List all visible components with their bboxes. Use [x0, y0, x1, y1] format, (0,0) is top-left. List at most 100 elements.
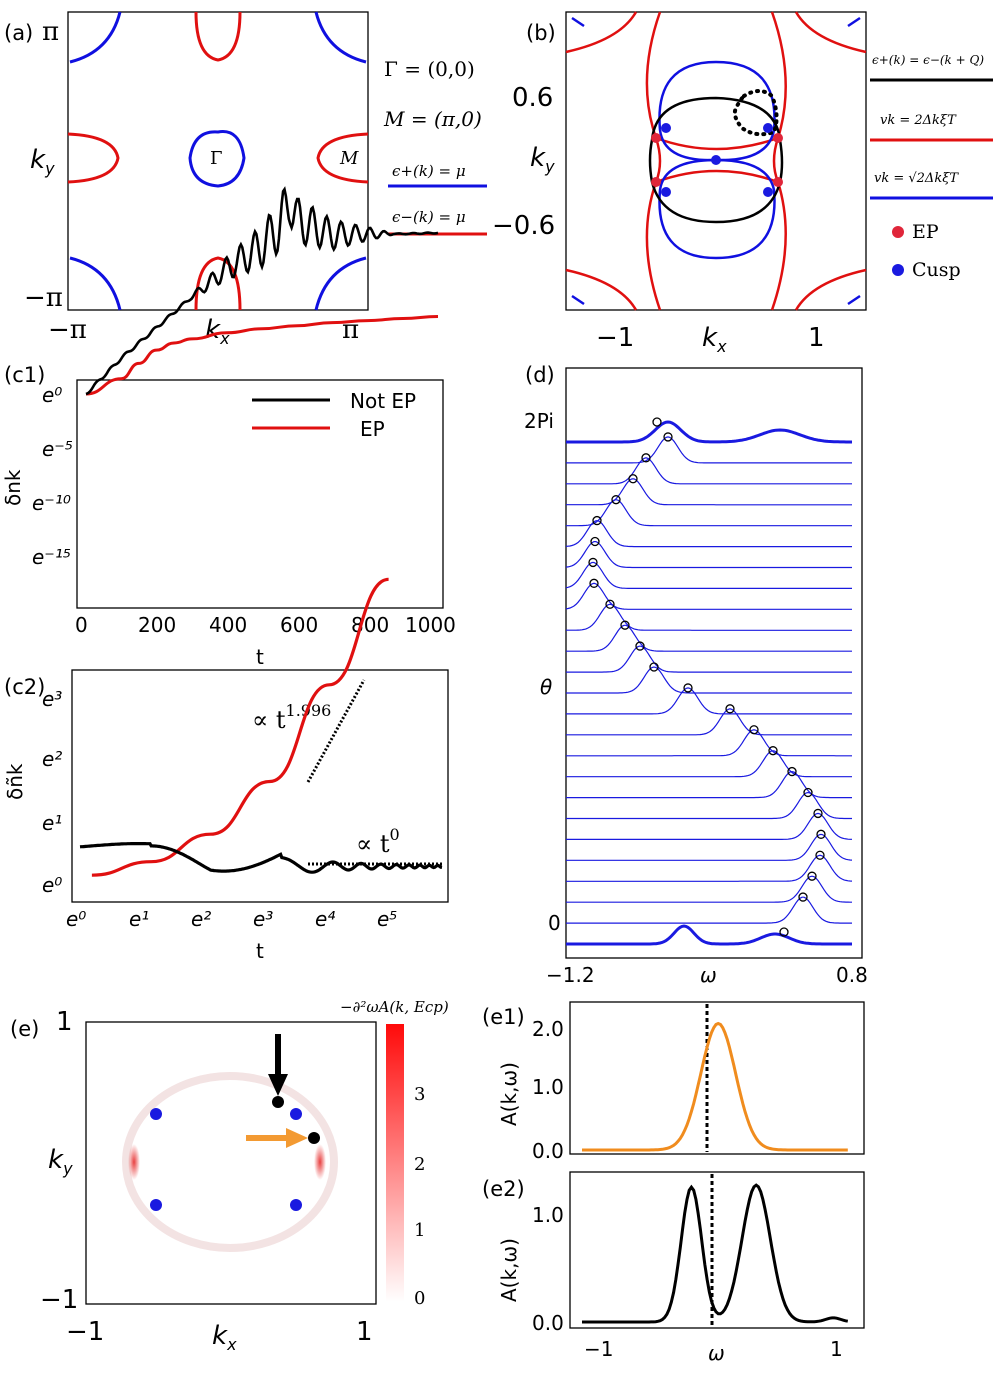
- d-peak-marker: [725, 704, 735, 714]
- d-spectrum-curve: [566, 457, 852, 485]
- e2-plot-area: [582, 1183, 849, 1324]
- red-contour-top: [194, 11, 242, 62]
- panel-c1-frame: [76, 379, 444, 609]
- panel-b-ytick-top: 0.6: [512, 83, 553, 113]
- d-spectrum-curve: [566, 812, 852, 840]
- e-xtick: −1: [66, 1317, 104, 1347]
- panel-c1-label: (c1): [4, 363, 45, 387]
- red-corner-bl: [565, 268, 638, 311]
- panel-a-ytick-bottom: −π: [24, 283, 63, 313]
- d-spectrum-curve: [566, 770, 852, 799]
- colorbar-tick: 1: [414, 1220, 425, 1241]
- d-peak-marker: [592, 515, 602, 526]
- c2-x-tick-labels: e⁰ e¹ e² e³ e⁴ e⁵: [66, 907, 397, 931]
- legend-b-blue-label: vk = √2ΔkξT: [874, 171, 959, 186]
- c2-xtick: e⁴: [315, 907, 335, 931]
- d-waterfall-area: [565, 417, 853, 946]
- e2-ylabel: A(k,ω): [497, 1238, 521, 1302]
- d-peak-marker: [813, 808, 823, 819]
- panel-a: (a) π −π −π π kx ky Γ M Γ = (0,0) M = (π…: [4, 11, 487, 348]
- c1-series-ep: [85, 315, 439, 396]
- e1-spectrum: [582, 1021, 848, 1152]
- cusp-point: [711, 155, 721, 165]
- e2-ytick: 0.0: [532, 1311, 564, 1335]
- legend-ep-marker: [892, 226, 904, 238]
- cusp-point: [763, 187, 773, 197]
- c2-xlabel: t: [256, 939, 264, 963]
- blue-contour-tl: [69, 11, 122, 64]
- d-peak-marker: [589, 578, 599, 588]
- e-red-blob-left: [128, 1144, 140, 1180]
- c2-ylabel: δñk: [3, 763, 27, 800]
- panel-b-xlabel: kx: [702, 323, 727, 356]
- red-curve-mid-bottom: [655, 169, 779, 184]
- panel-e1: (e1) 2.0 1.0 0.0 A(k,ω): [482, 1001, 865, 1163]
- e-black-point: [272, 1096, 284, 1108]
- d-spectrum-curve: [566, 645, 852, 673]
- e2-spectrum: [582, 1183, 849, 1324]
- legend-a-red-label: ϵ−(k) = μ: [392, 208, 466, 226]
- d-xtick-right: 0.8: [836, 963, 868, 987]
- d-spectrum-curve: [566, 478, 852, 506]
- c1-ytick: e⁻¹⁰: [32, 491, 71, 515]
- panel-c2-label: (c2): [4, 675, 45, 699]
- legend-cusp-label: Cusp: [912, 259, 961, 281]
- c1-xtick: 600: [280, 613, 318, 637]
- panel-a-frame: [67, 11, 369, 311]
- blue-corner-br: [847, 294, 861, 306]
- d-spectrum-curve: [566, 833, 853, 861]
- c2-fit2-label: ∝ t0: [356, 825, 400, 858]
- c2-xtick: e⁵: [377, 907, 397, 931]
- panel-d-label: (d): [525, 363, 555, 387]
- d-peak-marker: [807, 871, 817, 881]
- panel-a-xtick-left: −π: [48, 315, 87, 345]
- c2-ytick: e⁰: [42, 873, 62, 897]
- c2-ytick: e³: [42, 687, 62, 711]
- d-ytick-bottom: 0: [548, 911, 561, 935]
- e-xlabel: kx: [212, 1321, 237, 1354]
- d-peak-marker: [815, 850, 825, 860]
- c1-x-tick-labels: 0 200 400 600 800 1000: [75, 613, 456, 637]
- e1-ylabel: A(k,ω): [497, 1062, 521, 1126]
- e-faint-ring: [122, 1072, 338, 1252]
- c1-xtick: 1000: [405, 613, 456, 637]
- panel-e1-label: (e1): [482, 1005, 525, 1029]
- panel-e-label: (e): [10, 1017, 39, 1041]
- d-peak-marker: [590, 536, 600, 547]
- d-peak-marker: [798, 892, 808, 902]
- c1-ytick: e⁻¹⁵: [32, 545, 71, 569]
- d-spectrum-curve: [566, 624, 852, 652]
- d-spectrum-curve: [566, 499, 852, 527]
- blue-contour-br: [314, 256, 367, 311]
- e-black-arrow-head: [268, 1074, 288, 1096]
- panel-c1: (c1) 0 200 400 600 800 1000 t e⁰ e⁻⁵ e⁻¹…: [1, 186, 456, 669]
- d-peak-marker: [611, 495, 621, 505]
- red-corner-tl: [565, 11, 638, 54]
- c1-xlabel: t: [256, 645, 264, 669]
- red-curve-left: [645, 11, 662, 311]
- d-peak-marker: [787, 766, 797, 777]
- e-orange-point: [308, 1132, 320, 1144]
- cusp-point: [763, 123, 773, 133]
- c2-xtick: e³: [253, 907, 273, 931]
- panel-e2: (e2) 1.0 0.0 A(k,ω) −1 1 ω: [482, 1171, 865, 1365]
- panel-b-ylabel: ky: [530, 143, 555, 176]
- e-ytick-bottom: −1: [40, 1285, 78, 1315]
- d-peak-marker: [779, 927, 789, 937]
- d-peak-marker: [683, 683, 693, 693]
- panel-a-ylabel: ky: [30, 145, 55, 178]
- e-xtick: 1: [356, 1317, 373, 1347]
- blue-corner-tr: [847, 16, 861, 28]
- d-ylabel: θ: [540, 675, 552, 699]
- panel-c2: (c2) e⁰ e¹ e² e³ e⁴ e⁵ t e³ e² e¹ e⁰ δñk…: [3, 577, 449, 963]
- legend-b-red-label: vk = 2ΔkξT: [880, 113, 957, 128]
- blue-contour-gamma: [188, 130, 246, 188]
- panel-b-label: (b): [526, 21, 556, 45]
- panel-b-ytick-bottom: −0.6: [492, 211, 555, 241]
- legend-a-blue-label: ϵ+(k) = μ: [392, 162, 466, 180]
- d-spectrum-curve: [566, 875, 852, 903]
- e-ytick-top: 1: [56, 1007, 73, 1037]
- panel-b-xtick-right: 1: [808, 323, 825, 353]
- panel-e2-label: (e2): [482, 1177, 525, 1201]
- legend-b-black-label: ϵ+(k) = ϵ−(k + Q): [872, 53, 984, 67]
